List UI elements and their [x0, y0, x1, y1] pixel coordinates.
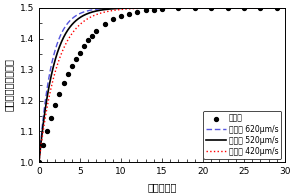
実測値 [119, 14, 123, 17]
実測値 [41, 144, 45, 147]
Line: 理論値 620μm/s: 理論値 620μm/s [39, 8, 285, 162]
理論値 520μm/s [283, 6, 287, 9]
実測値 [275, 6, 279, 9]
理論値 620μm/s [201, 6, 205, 9]
理論値 520μm/s [182, 6, 186, 9]
実測値 [94, 29, 99, 33]
理論値 620μm/s [101, 7, 104, 10]
理論値 620μm/s [222, 6, 226, 9]
理論値 620μm/s [37, 161, 41, 164]
実測値 [53, 104, 58, 107]
実測値 [45, 130, 50, 133]
理論値 520μm/s [149, 7, 152, 9]
理論値 520μm/s [101, 9, 104, 11]
理論値 520μm/s [37, 161, 41, 164]
実測値 [242, 6, 246, 9]
実測値 [192, 6, 197, 10]
実測値 [258, 6, 263, 9]
実測値 [61, 82, 66, 85]
Y-axis label: 細胞体積（相対値）: 細胞体積（相対値） [4, 59, 14, 112]
実測値 [110, 18, 115, 21]
理論値 420μm/s [283, 6, 287, 9]
理論値 620μm/s [182, 6, 186, 9]
Line: 理論値 520μm/s: 理論値 520μm/s [39, 8, 285, 162]
理論値 520μm/s [201, 6, 205, 9]
理論値 620μm/s [283, 6, 287, 9]
理論値 420μm/s [182, 6, 186, 9]
理論値 420μm/s [101, 12, 104, 14]
実測値 [90, 34, 95, 37]
実測値 [143, 9, 148, 12]
実測値 [135, 10, 140, 13]
実測値 [37, 161, 41, 164]
実測値 [151, 8, 156, 11]
理論値 420μm/s [81, 21, 84, 24]
Legend: 実測値, 理論値 620μm/s, 理論値 520μm/s, 理論値 420μm/s: 実測値, 理論値 620μm/s, 理論値 520μm/s, 理論値 420μm… [203, 111, 281, 159]
Line: 理論値 420μm/s: 理論値 420μm/s [39, 8, 285, 162]
実測値 [86, 39, 91, 42]
理論値 420μm/s [201, 6, 205, 9]
実測値 [102, 23, 107, 26]
実測値 [225, 6, 230, 9]
理論値 420μm/s [149, 7, 152, 9]
実測値 [127, 12, 132, 15]
実測値 [49, 116, 54, 119]
理論値 520μm/s [222, 6, 226, 9]
実測値 [160, 7, 164, 10]
理論値 420μm/s [37, 161, 41, 164]
理論値 620μm/s [81, 11, 84, 14]
実測値 [209, 6, 214, 9]
X-axis label: 時間（秒）: 時間（秒） [147, 182, 177, 192]
実測値 [65, 73, 70, 76]
理論値 620μm/s [149, 6, 152, 9]
実測値 [69, 65, 74, 68]
実測値 [78, 51, 82, 54]
実測値 [82, 45, 86, 48]
理論値 520μm/s [81, 15, 84, 17]
実測値 [57, 93, 62, 96]
実測値 [73, 57, 78, 60]
理論値 420μm/s [222, 6, 226, 9]
実測値 [176, 7, 181, 10]
